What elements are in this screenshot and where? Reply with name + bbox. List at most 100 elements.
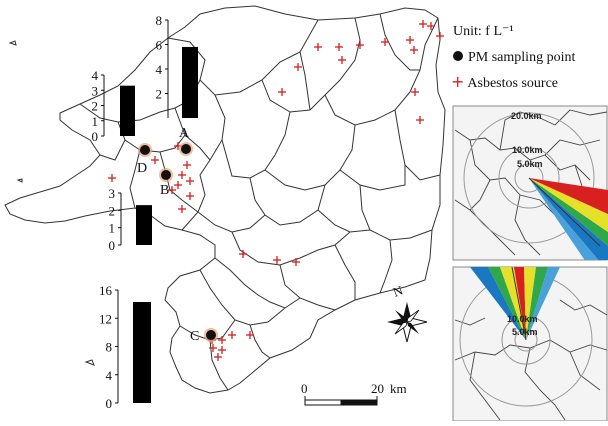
y-tick-label: 16 <box>99 283 113 298</box>
district-boundary <box>221 111 291 179</box>
asbestos-source-marker <box>406 36 414 44</box>
plume-axis <box>511 267 527 341</box>
prefecture-outline <box>4 5 446 394</box>
asbestos-source-marker <box>186 177 194 185</box>
plume-band <box>526 267 560 340</box>
ring-label-10km: 10.0km <box>507 314 538 324</box>
sampling-point-label: C <box>190 329 199 344</box>
asbestos-source-marker <box>108 174 116 182</box>
y-tick-label: 1 <box>109 221 116 236</box>
asbestos-source-marker <box>338 56 346 64</box>
asbestos-source-marker <box>228 331 236 339</box>
bar-a <box>182 46 198 119</box>
islands <box>8 40 95 366</box>
plume-band <box>529 178 608 232</box>
y-tick-label: 4 <box>92 68 99 83</box>
bar-b <box>136 205 152 245</box>
district-boundary <box>159 151 199 213</box>
inset-boundary <box>469 351 501 421</box>
district-boundary <box>181 94 226 231</box>
asbestos-source-marker <box>335 43 343 51</box>
asbestos-source-marker <box>278 88 286 96</box>
ring-10km <box>498 147 560 209</box>
red-cross-icon: + <box>451 72 465 91</box>
asbestos-source-marker <box>218 346 226 354</box>
y-tick-label: 8 <box>156 13 163 28</box>
asbestos-sources <box>108 20 444 361</box>
district-boundary <box>299 51 311 111</box>
y-tick-label: 1 <box>92 114 99 129</box>
legend-pm-point: PM sampling point <box>453 50 575 66</box>
sampling-points: A B C D <box>137 126 218 344</box>
ring-label-5km: 5.0km <box>517 159 543 169</box>
y-tick-label: 12 <box>99 311 112 326</box>
asbestos-source-marker <box>168 186 176 194</box>
district-boundary <box>197 211 266 233</box>
district-boundary <box>339 165 406 191</box>
dispersion-inset-top: 20.0km 10.0km 5.0km <box>452 105 608 261</box>
ring-20km <box>463 112 595 244</box>
north-label: N <box>391 282 406 300</box>
district-boundary <box>279 264 336 311</box>
district-boundary <box>359 184 433 241</box>
plume-band <box>488 267 526 340</box>
asbestos-source-marker <box>178 205 186 213</box>
plume-band <box>529 178 608 260</box>
y-tick-label: 0 <box>92 129 99 144</box>
asbestos-source-marker <box>214 353 222 361</box>
plume-band <box>500 267 526 340</box>
ring-5km <box>514 163 544 193</box>
unit-label: Unit: f L⁻¹ <box>453 24 514 39</box>
y-tick-label: 0 <box>109 238 116 253</box>
asbestos-source-marker <box>410 46 418 54</box>
asbestos-source-marker <box>209 344 217 352</box>
y-tick-label: 2 <box>92 99 99 114</box>
asbestos-source-marker <box>186 192 194 200</box>
north-arrow-needle <box>394 321 408 335</box>
plume-band <box>529 178 608 246</box>
asbestos-source-marker <box>314 43 322 51</box>
legend-asbestos-source: + Asbestos source <box>451 72 558 92</box>
asbestos-source-marker <box>273 256 281 264</box>
district-boundary <box>209 339 229 391</box>
y-tick-label: 4 <box>106 368 113 383</box>
dispersion-plume <box>470 267 560 341</box>
y-tick-label: 8 <box>106 340 113 355</box>
inset-boundary <box>469 179 491 211</box>
ring-label-5km: 5.0km <box>512 327 538 337</box>
north-arrow-needle <box>407 322 419 334</box>
bar-d <box>120 85 135 136</box>
island <box>16 178 23 183</box>
district-boundary <box>324 17 439 126</box>
north-arrow: N <box>387 282 428 343</box>
district-boundary <box>99 139 126 161</box>
sampling-point-c: C <box>190 328 218 344</box>
y-tick-label: 3 <box>109 186 116 201</box>
sampling-point-b: B <box>159 168 173 198</box>
sampling-point-label: B <box>160 183 169 198</box>
district-boundary <box>249 324 271 359</box>
asbestos-source-marker <box>151 156 159 164</box>
asbestos-source-marker <box>246 331 254 339</box>
island <box>8 40 17 46</box>
ring-label-20km: 20.0km <box>511 111 542 121</box>
district-boundary <box>231 231 351 266</box>
scale-start-label: 0 <box>301 381 308 396</box>
y-tick-label: 2 <box>109 203 116 218</box>
y-tick-label: 3 <box>92 83 99 98</box>
plume-axis <box>528 177 601 247</box>
y-tick-label: 6 <box>156 38 163 53</box>
district-boundary <box>264 124 356 191</box>
district-boundary <box>379 239 393 294</box>
plume-band <box>529 178 608 214</box>
inset-boundary <box>499 109 608 151</box>
asbestos-source-marker <box>356 41 364 49</box>
inset-boundary <box>569 351 601 391</box>
scale-unit-label: km <box>390 381 407 396</box>
district-boundary <box>199 269 286 326</box>
bar-c <box>133 302 151 403</box>
inset-boundary <box>514 194 541 256</box>
ring-label-10km: 10.0km <box>512 145 543 155</box>
